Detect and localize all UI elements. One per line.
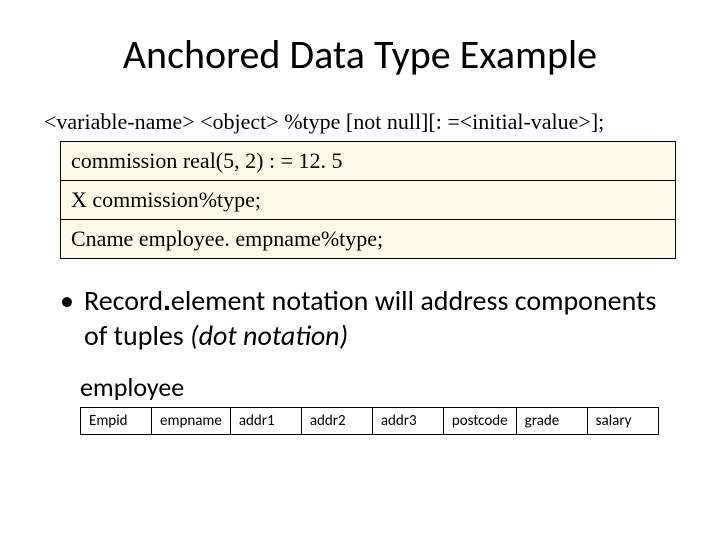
bullet-text: Record.element notation will address com… (84, 283, 680, 353)
employee-table: Empid empname addr1 addr2 addr3 postcode… (80, 407, 659, 435)
slide-title: Anchored Data Type Example (40, 30, 680, 79)
col-addr1: addr1 (230, 408, 301, 435)
col-addr2: addr2 (301, 408, 372, 435)
code-line-2: X commission%type; (60, 180, 676, 220)
col-empname: empname (152, 408, 231, 435)
syntax-line: <variable-name> <object> %type [not null… (44, 109, 680, 135)
col-grade: grade (516, 408, 587, 435)
table-label: employee (80, 371, 680, 403)
code-line-3: Cname employee. empname%type; (60, 219, 676, 259)
col-salary: salary (587, 408, 658, 435)
col-empid: Empid (81, 408, 152, 435)
bullet-item: • Record.element notation will address c… (60, 283, 680, 353)
bullet-marker: • (60, 283, 84, 353)
code-line-1: commission real(5, 2) : = 12. 5 (60, 141, 676, 181)
table-row: Empid empname addr1 addr2 addr3 postcode… (81, 408, 659, 435)
col-addr3: addr3 (372, 408, 443, 435)
col-postcode: postcode (443, 408, 516, 435)
